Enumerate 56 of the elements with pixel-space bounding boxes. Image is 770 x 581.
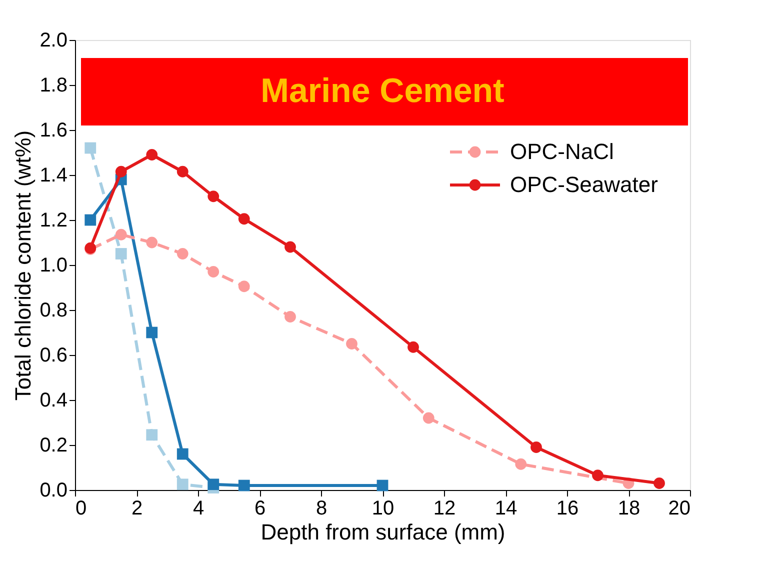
y-tick-label: 1.0 — [40, 254, 68, 276]
point — [176, 166, 188, 178]
point — [84, 142, 96, 154]
point — [346, 338, 358, 350]
point — [84, 214, 96, 226]
legend-label: OPC-NaCl — [510, 139, 614, 164]
point — [284, 241, 296, 253]
x-tick-label: 6 — [254, 498, 266, 520]
point — [208, 266, 220, 278]
y-tick-label: 1.4 — [40, 164, 68, 186]
point — [376, 480, 388, 492]
point — [176, 248, 188, 260]
point — [176, 448, 188, 460]
x-tick-label: 2 — [131, 498, 143, 520]
point — [146, 149, 158, 160]
x-tick-label: 0 — [76, 498, 87, 520]
y-tick-label: 0.6 — [40, 344, 68, 366]
point — [146, 326, 158, 338]
point — [208, 190, 220, 202]
x-tick-label: 12 — [433, 498, 456, 520]
x-tick-label: 20 — [668, 498, 690, 520]
band-label: Marine Cement — [260, 72, 504, 110]
point — [208, 478, 220, 490]
y-tick-label: 0.4 — [40, 390, 68, 412]
y-tick-label: 2.0 — [40, 30, 68, 52]
point — [115, 248, 127, 260]
point — [146, 236, 158, 248]
x-tick-label: 14 — [494, 498, 518, 520]
point — [422, 412, 434, 424]
point — [284, 311, 296, 322]
point — [238, 480, 250, 492]
y-tick-label: 1.2 — [40, 210, 68, 232]
x-tick-label: 18 — [618, 498, 640, 520]
point — [654, 478, 665, 489]
y-tick-label: 1.6 — [40, 120, 68, 142]
point — [238, 280, 250, 292]
x-tick-label: 4 — [192, 498, 204, 520]
x-tick-label: 10 — [372, 498, 394, 520]
x-axis-title: Depth from surface (mm) — [260, 520, 506, 544]
point — [115, 228, 127, 240]
y-tick-label: 1.8 — [40, 74, 68, 96]
point — [530, 442, 542, 453]
y-tick-label: 0.2 — [40, 434, 68, 456]
y-tick-label: 0.8 — [40, 300, 68, 322]
y-tick-label: 0.0 — [40, 480, 68, 502]
point — [408, 341, 419, 353]
point — [146, 429, 158, 441]
legend-label: OPC-Seawater — [510, 172, 658, 197]
y-axis-title: Total chloride content (wt%) — [10, 130, 36, 401]
point — [176, 478, 188, 490]
x-tick-label: 8 — [316, 498, 328, 520]
point — [592, 470, 604, 482]
point — [515, 458, 527, 470]
point — [115, 166, 127, 178]
point — [238, 213, 250, 225]
x-tick-label: 16 — [556, 498, 579, 520]
